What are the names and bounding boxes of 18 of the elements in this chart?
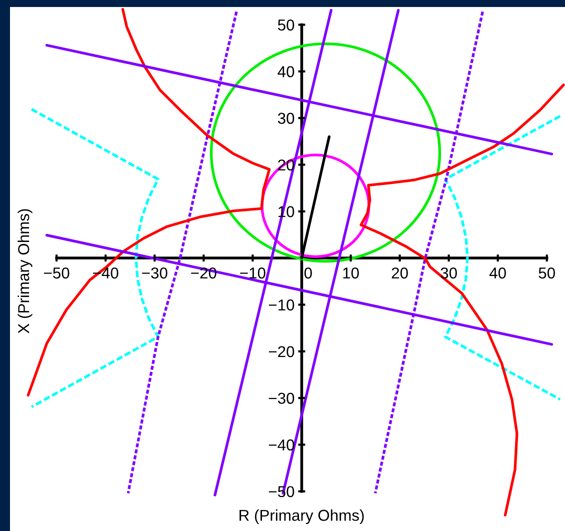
x-tick-label: 20 [392,267,408,279]
y-tick-label: 40 [278,66,294,78]
x-tick-label: 10 [343,267,359,279]
y-tick-label: 30 [278,112,294,124]
y-tick-label: −10 [268,299,294,311]
y-tick-label: −30 [268,392,294,404]
y-axis-title: X (Primary Ohms) [18,209,32,334]
x-tick-label: −30 [142,267,168,279]
x-tick-label: −10 [240,267,266,279]
y-tick-label: −20 [268,346,294,358]
x-tick-label: 50 [538,267,555,279]
y-tick-label: 50 [278,19,294,31]
x-tick-label: −20 [191,267,216,279]
x-tick-label: 0 [304,267,312,279]
x-tick-label: 40 [489,267,506,279]
x-axis-title: R (Primary Ohms) [240,509,364,524]
x-tick-label: 30 [440,267,457,279]
x-tick-label: −50 [44,267,70,279]
